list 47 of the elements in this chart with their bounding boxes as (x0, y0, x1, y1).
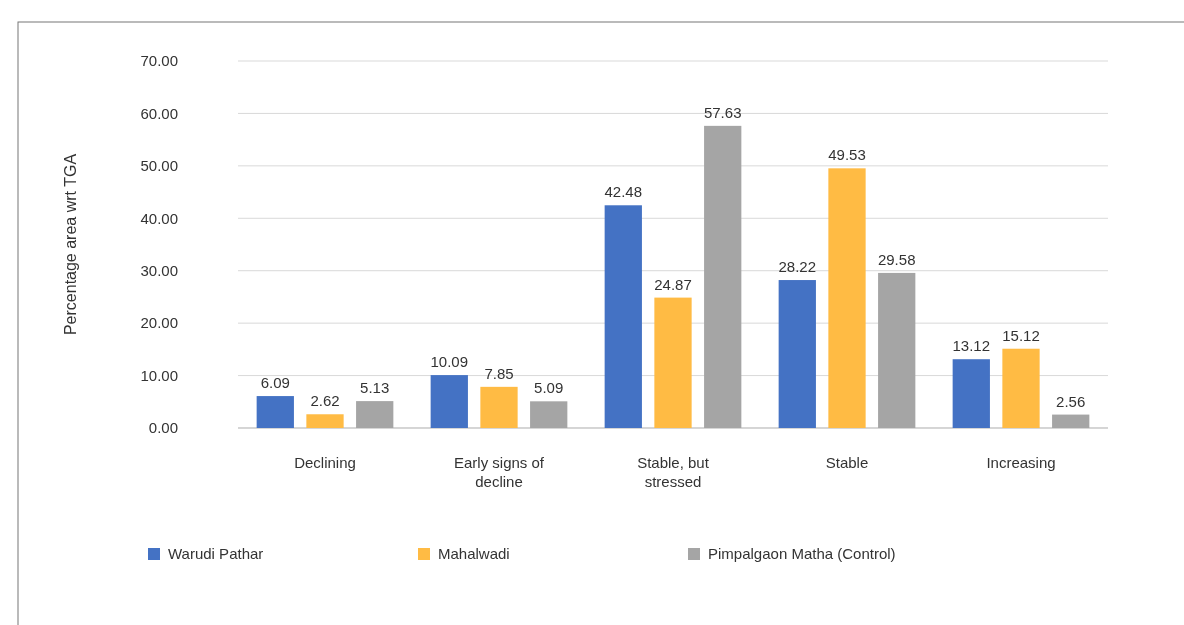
bar (530, 401, 568, 428)
y-tick-label: 30.00 (140, 261, 178, 279)
data-label: 13.12 (952, 337, 991, 355)
data-label: 2.62 (310, 392, 340, 410)
data-label: 7.85 (484, 364, 514, 382)
bar (430, 375, 468, 428)
y-tick-label: 60.00 (140, 104, 178, 122)
legend-label: Pimpalgaon Matha (Control) (708, 545, 896, 563)
y-tick-label: 10.00 (140, 366, 178, 384)
data-label: 15.12 (1002, 326, 1040, 344)
y-tick-label: 40.00 (140, 209, 178, 227)
bar (356, 401, 394, 428)
y-axis-title: Percentage area wrt TGA (62, 153, 79, 336)
x-tick-label: Early signs of decline (453, 454, 545, 490)
bar (1052, 414, 1090, 428)
data-label: 5.13 (360, 379, 390, 397)
legend-label: Mahalwadi (438, 545, 510, 563)
data-label: 29.58 (877, 250, 916, 268)
bar (604, 205, 642, 428)
bar (878, 272, 916, 428)
x-tick-label: Increasing (986, 454, 1056, 471)
bar (306, 414, 344, 428)
data-label: 24.87 (654, 275, 692, 293)
bar (828, 168, 866, 428)
data-label: 2.56 (1056, 392, 1086, 410)
data-label: 49.53 (828, 146, 866, 164)
bar (778, 280, 816, 428)
data-label: 42.48 (604, 183, 643, 201)
x-tick-label: Stable (825, 454, 869, 471)
bar (704, 125, 742, 428)
bar (1002, 348, 1040, 428)
y-tick-label: 0.00 (148, 419, 178, 437)
y-tick-label: 50.00 (140, 157, 178, 175)
y-tick-label: 70.00 (140, 52, 178, 70)
data-label: 5.09 (534, 379, 564, 397)
x-tick-label: Stable, but stressed (637, 454, 710, 490)
bar (654, 297, 692, 428)
legend-label: Warudi Pathar (168, 545, 264, 563)
bar (480, 386, 518, 428)
x-tick-label: Declining (294, 454, 356, 471)
data-label: 57.63 (703, 103, 742, 121)
bar (952, 359, 990, 428)
y-tick-label: 20.00 (140, 314, 178, 332)
bar (256, 396, 294, 428)
data-label: 28.22 (778, 258, 817, 276)
data-label: 6.09 (260, 374, 290, 392)
data-label: 10.09 (430, 353, 469, 371)
